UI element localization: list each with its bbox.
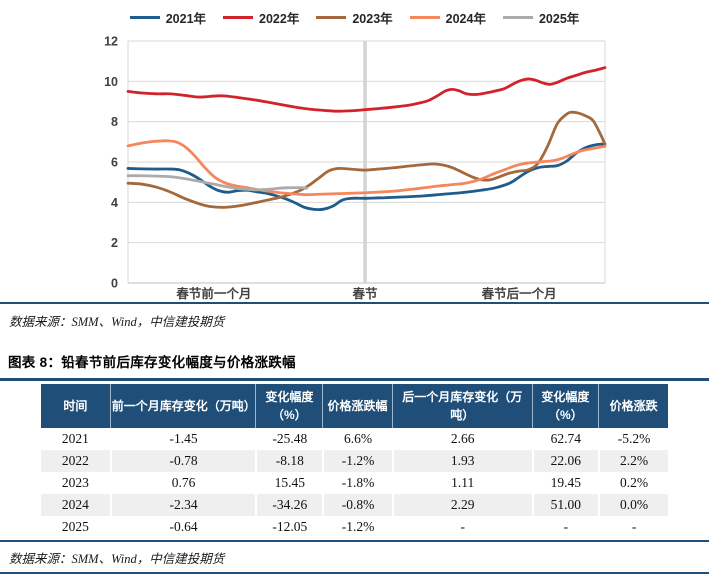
value-cell: 22.06 bbox=[531, 450, 599, 472]
legend-item-2021年: 2021年 bbox=[129, 8, 207, 27]
divider-line bbox=[0, 378, 709, 381]
y-tick-label: 6 bbox=[111, 156, 118, 170]
table-row: 2025 -0.64 -12.05 -1.2% - - - bbox=[41, 516, 668, 538]
value-cell: 2.29 bbox=[391, 494, 532, 516]
legend-label: 2025年 bbox=[538, 12, 580, 26]
table-row: 2021 -1.45 -25.48 6.6% 2.66 62.74 -5.2% bbox=[41, 428, 668, 450]
year-cell: 2024 bbox=[41, 494, 110, 516]
legend-label: 2022年 bbox=[259, 12, 300, 26]
line-chart: 0 2 4 6 8 10 12 春节前一个月 春节 春节后一个月 bbox=[104, 35, 607, 301]
divider-line bbox=[0, 302, 709, 304]
legend-swatch-icon bbox=[129, 16, 160, 19]
table-row: 2023 0.76 15.45 -1.8% 1.11 19.45 0.2% bbox=[41, 472, 668, 494]
value-cell: 1.93 bbox=[391, 450, 532, 472]
table-header-cell: 变化幅度（%） bbox=[531, 384, 599, 428]
value-cell: -1.8% bbox=[322, 472, 392, 494]
value-cell: 51.00 bbox=[531, 494, 599, 516]
legend-label: 2021年 bbox=[165, 12, 207, 26]
value-cell: - bbox=[598, 516, 668, 538]
value-cell: -25.48 bbox=[255, 428, 322, 450]
series-line-2025年 bbox=[126, 174, 309, 192]
series-line-2022年 bbox=[126, 66, 607, 113]
table-header-cell: 时间 bbox=[41, 384, 110, 428]
table-header-cell: 后一个月库存变化（万吨） bbox=[391, 384, 532, 428]
value-cell: -34.26 bbox=[255, 494, 323, 516]
legend-item-2025年: 2025年 bbox=[502, 8, 580, 27]
value-cell: 1.11 bbox=[391, 472, 532, 494]
y-tick-label: 2 bbox=[111, 236, 118, 250]
table-header-cell: 前一个月库存变化（万吨） bbox=[109, 384, 256, 428]
value-cell: -0.8% bbox=[322, 494, 392, 516]
legend-item-2022年: 2022年 bbox=[223, 8, 299, 27]
value-cell: -12.05 bbox=[255, 516, 322, 538]
x-axis-label: 春节 bbox=[352, 286, 379, 301]
year-cell: 2025 bbox=[61, 519, 89, 534]
source-note-bottom: 数据来源：SMM、Wind，中信建投期货 bbox=[9, 552, 225, 566]
value-cell: -5.2% bbox=[598, 428, 668, 450]
value-cell: -1.2% bbox=[322, 516, 392, 538]
value-cell: 0.2% bbox=[598, 472, 668, 494]
y-tick-label: 4 bbox=[111, 196, 118, 210]
value-cell: 2.2% bbox=[598, 450, 668, 472]
legend-item-2024年: 2024年 bbox=[409, 8, 486, 27]
value-cell: -1.45 bbox=[109, 428, 256, 450]
legend-swatch-icon bbox=[409, 16, 440, 19]
value-cell: -2.34 bbox=[109, 494, 256, 516]
value-cell: -0.78 bbox=[109, 450, 256, 472]
legend-swatch-icon bbox=[223, 16, 254, 19]
inventory-line-chart-figure: 0 2 4 6 8 10 12 春节前一个月 春节 春节后一个月 2021年 2022年 2023年 2… bbox=[0, 8, 709, 301]
year-cell: 2021 bbox=[61, 431, 89, 446]
table-row: 2022 -0.78 -8.18 -1.2% 1.93 22.06 2.2% bbox=[41, 450, 668, 472]
value-cell: 0.0% bbox=[598, 494, 668, 516]
chart-legend: 2021年 2022年 2023年 2024年 2025年 bbox=[0, 8, 709, 27]
value-cell: -0.64 bbox=[109, 516, 256, 538]
table-header: 时间 前一个月库存变化（万吨） 变化幅度（%） 价格涨跌幅 后一个月库存变化（万吨） 变化… bbox=[41, 384, 668, 428]
table-body: 2021 -1.45 -25.48 6.6% 2.66 62.74 -5.2% 2022 -0.… bbox=[41, 428, 668, 538]
y-tick-label: 10 bbox=[104, 75, 118, 89]
value-cell: 19.45 bbox=[531, 472, 599, 494]
value-cell: -1.2% bbox=[322, 450, 392, 472]
legend-swatch-icon bbox=[502, 16, 533, 19]
source-note-top: 数据来源：SMM、Wind，中信建投期货 bbox=[9, 315, 225, 329]
series-line-2024年 bbox=[126, 139, 607, 197]
legend-swatch-icon bbox=[316, 16, 347, 19]
legend-label: 2023年 bbox=[352, 12, 393, 26]
table-row: 2024 -2.34 -34.26 -0.8% 2.29 51.00 0.0% bbox=[41, 494, 668, 516]
figure-title: 图表 8：铅春节前后库存变化幅度与价格涨跌幅 bbox=[8, 355, 296, 370]
y-tick-label: 8 bbox=[111, 115, 118, 129]
legend-label: 2024年 bbox=[445, 12, 486, 26]
value-cell: 6.6% bbox=[322, 428, 392, 450]
x-axis-label: 春节后一个月 bbox=[481, 286, 557, 301]
value-cell: - bbox=[391, 516, 532, 538]
value-cell: - bbox=[531, 516, 599, 538]
table-header-cell: 价格涨跌幅 bbox=[322, 384, 392, 428]
value-cell: -8.18 bbox=[255, 450, 323, 472]
inventory-change-table: 时间 前一个月库存变化（万吨） 变化幅度（%） 价格涨跌幅 后一个月库存变化（万吨） 变化… bbox=[41, 384, 668, 538]
divider-line bbox=[0, 540, 709, 542]
y-tick-label: 0 bbox=[111, 277, 118, 291]
value-cell: 2.66 bbox=[391, 428, 532, 450]
table-header-cell: 变化幅度（%） bbox=[255, 384, 323, 428]
legend-item-2023年: 2023年 bbox=[316, 8, 393, 27]
x-axis-label: 春节前一个月 bbox=[175, 286, 251, 301]
series-line-2021年 bbox=[126, 142, 607, 212]
series-line-2023年 bbox=[126, 110, 607, 209]
year-cell: 2022 bbox=[41, 450, 110, 472]
year-cell: 2023 bbox=[61, 475, 89, 490]
value-cell: 15.45 bbox=[255, 472, 322, 494]
value-cell: 0.76 bbox=[109, 472, 256, 494]
y-tick-label: 12 bbox=[104, 35, 118, 49]
table-header-cell: 价格涨跌 bbox=[598, 384, 668, 428]
value-cell: 62.74 bbox=[531, 428, 599, 450]
